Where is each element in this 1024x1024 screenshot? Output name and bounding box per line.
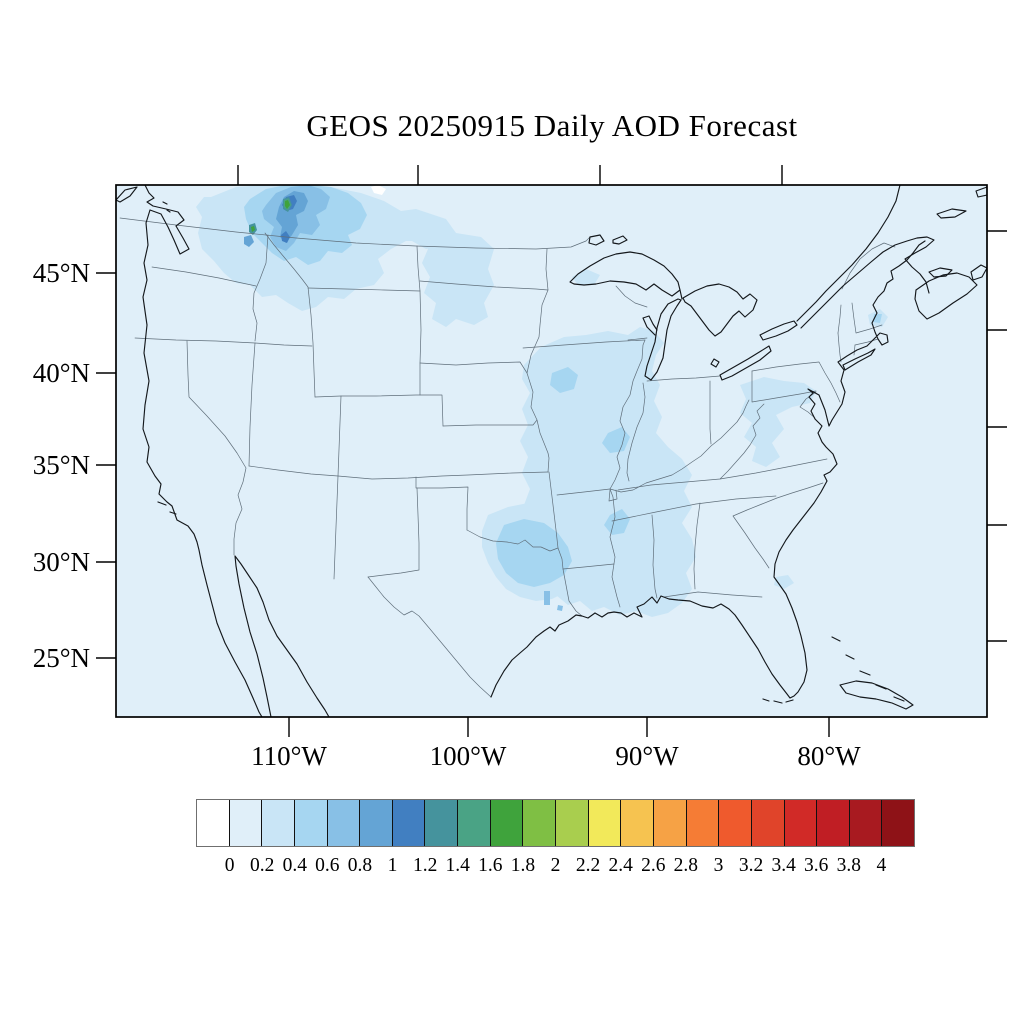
colorbar-label-1.2: 1.2 [412, 855, 438, 876]
colorbar-label-3.6: 3.6 [804, 855, 829, 876]
colorbar-label-2: 2 [550, 855, 561, 876]
colorbar-label-0.2: 0.2 [249, 855, 275, 876]
colorbar-cell-7 [425, 800, 459, 846]
colorbar-label-0.8: 0.8 [347, 855, 373, 876]
plot-title: GEOS 20250915 Daily AOD Forecast [306, 108, 798, 143]
map-frame [115, 184, 988, 718]
colorbar-cell-8 [458, 800, 491, 846]
colorbar-label-3.2: 3.2 [738, 855, 764, 876]
colorbar-label-2.6: 2.6 [641, 855, 666, 876]
colorbar-cell-12 [588, 800, 622, 846]
colorbar-label-2.8: 2.8 [673, 855, 699, 876]
aod-cores [249, 185, 386, 235]
colorbar-cell-6 [392, 800, 426, 846]
colorbar-cell-2 [262, 800, 295, 846]
colorbar-cell-0 [197, 800, 230, 846]
colorbar-cell-13 [621, 800, 654, 846]
colorbar-label-1.6: 1.6 [478, 855, 503, 876]
lon-label-110W: 110°W [251, 741, 327, 771]
colorbar-cell-3 [294, 800, 328, 846]
colorbar-label-3: 3 [713, 855, 724, 876]
colorbar-label-3.4: 3.4 [771, 855, 796, 876]
lon-label-90W: 90°W [615, 741, 679, 771]
lon-label-100W: 100°W [430, 741, 507, 771]
lat-label-35N: 35°N [33, 450, 90, 480]
colorbar-cell-20 [849, 800, 883, 846]
colorbar [196, 799, 915, 847]
colorbar-cell-1 [229, 800, 263, 846]
colorbar-label-1: 1 [387, 855, 398, 876]
lon-label-80W: 80°W [797, 741, 861, 771]
colorbar-cell-10 [523, 800, 557, 846]
colorbar-cell-5 [360, 800, 393, 846]
lat-label-45N: 45°N [33, 258, 90, 288]
lat-label-25N: 25°N [33, 643, 90, 673]
colorbar-cell-19 [817, 800, 850, 846]
state-borders [119, 217, 896, 698]
colorbar-cell-15 [686, 800, 720, 846]
coastlines [116, 185, 987, 717]
colorbar-cell-4 [327, 800, 361, 846]
colorbar-cell-9 [490, 800, 524, 846]
colorbar-label-4: 4 [876, 855, 887, 876]
colorbar-label-3.8: 3.8 [836, 855, 861, 876]
colorbar-cell-18 [784, 800, 818, 846]
colorbar-cell-16 [719, 800, 752, 846]
colorbar-cell-21 [882, 800, 915, 846]
colorbar-label-2.2: 2.2 [575, 855, 601, 876]
colorbar-label-1.8: 1.8 [510, 855, 536, 876]
axis-labels: 45°N 40°N 35°N 30°N 25°N 110°W 100°W 90°… [33, 258, 861, 771]
lat-label-30N: 30°N [33, 547, 90, 577]
lat-label-40N: 40°N [33, 358, 90, 388]
colorbar-cell-14 [653, 800, 687, 846]
colorbar-label-1.4: 1.4 [445, 855, 470, 876]
colorbar-labels: 0 0.2 0.4 0.6 0.8 1 1.2 1.4 1.6 1.8 2 2.2 2.4 2.6 2.8 3… [0, 855, 1024, 879]
colorbar-label-0: 0 [224, 855, 235, 876]
axis-ticks [96, 165, 1007, 737]
map-area [115, 184, 988, 718]
colorbar-cell-17 [751, 800, 785, 846]
colorbar-cell-11 [556, 800, 589, 846]
colorbar-label-0.4: 0.4 [282, 855, 307, 876]
colorbar-label-0.6: 0.6 [315, 855, 340, 876]
colorbar-label-2.4: 2.4 [608, 855, 633, 876]
